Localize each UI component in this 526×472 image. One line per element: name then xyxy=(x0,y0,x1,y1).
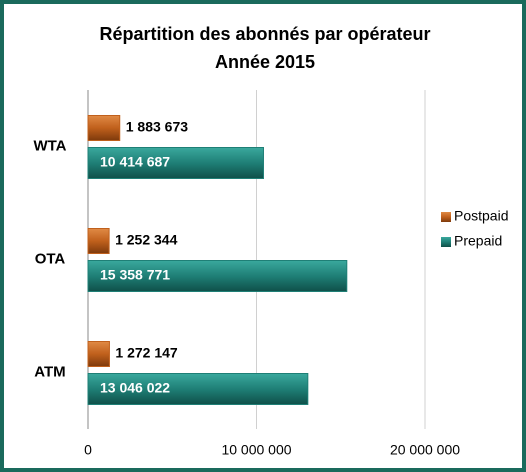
data-label: 1 252 344 xyxy=(115,232,177,248)
y-tick-label: ATM xyxy=(34,363,65,380)
bar xyxy=(87,260,348,292)
legend-label: Prepaid xyxy=(454,233,502,249)
data-label: 1 883 673 xyxy=(126,119,188,135)
legend-label: Postpaid xyxy=(454,208,508,224)
bar xyxy=(87,228,110,254)
data-label: 15 358 771 xyxy=(100,267,170,283)
chart-title: Répartition des abonnés par opérateur xyxy=(99,24,430,44)
bar xyxy=(87,115,121,141)
chart-subtitle: Année 2015 xyxy=(215,52,315,72)
legend-swatch xyxy=(441,212,451,222)
data-label: 10 414 687 xyxy=(100,154,170,170)
x-tick-label: 10 000 000 xyxy=(221,442,291,458)
data-label: 1 272 147 xyxy=(115,345,177,361)
legend-swatch xyxy=(441,237,451,247)
bar xyxy=(87,341,110,367)
y-tick-label: WTA xyxy=(33,137,66,154)
bar xyxy=(87,147,264,179)
x-tick-label: 20 000 000 xyxy=(390,442,460,458)
bar xyxy=(87,373,309,405)
y-tick-label: OTA xyxy=(35,250,66,267)
x-tick-label: 0 xyxy=(84,442,92,458)
data-label: 13 046 022 xyxy=(100,380,170,396)
